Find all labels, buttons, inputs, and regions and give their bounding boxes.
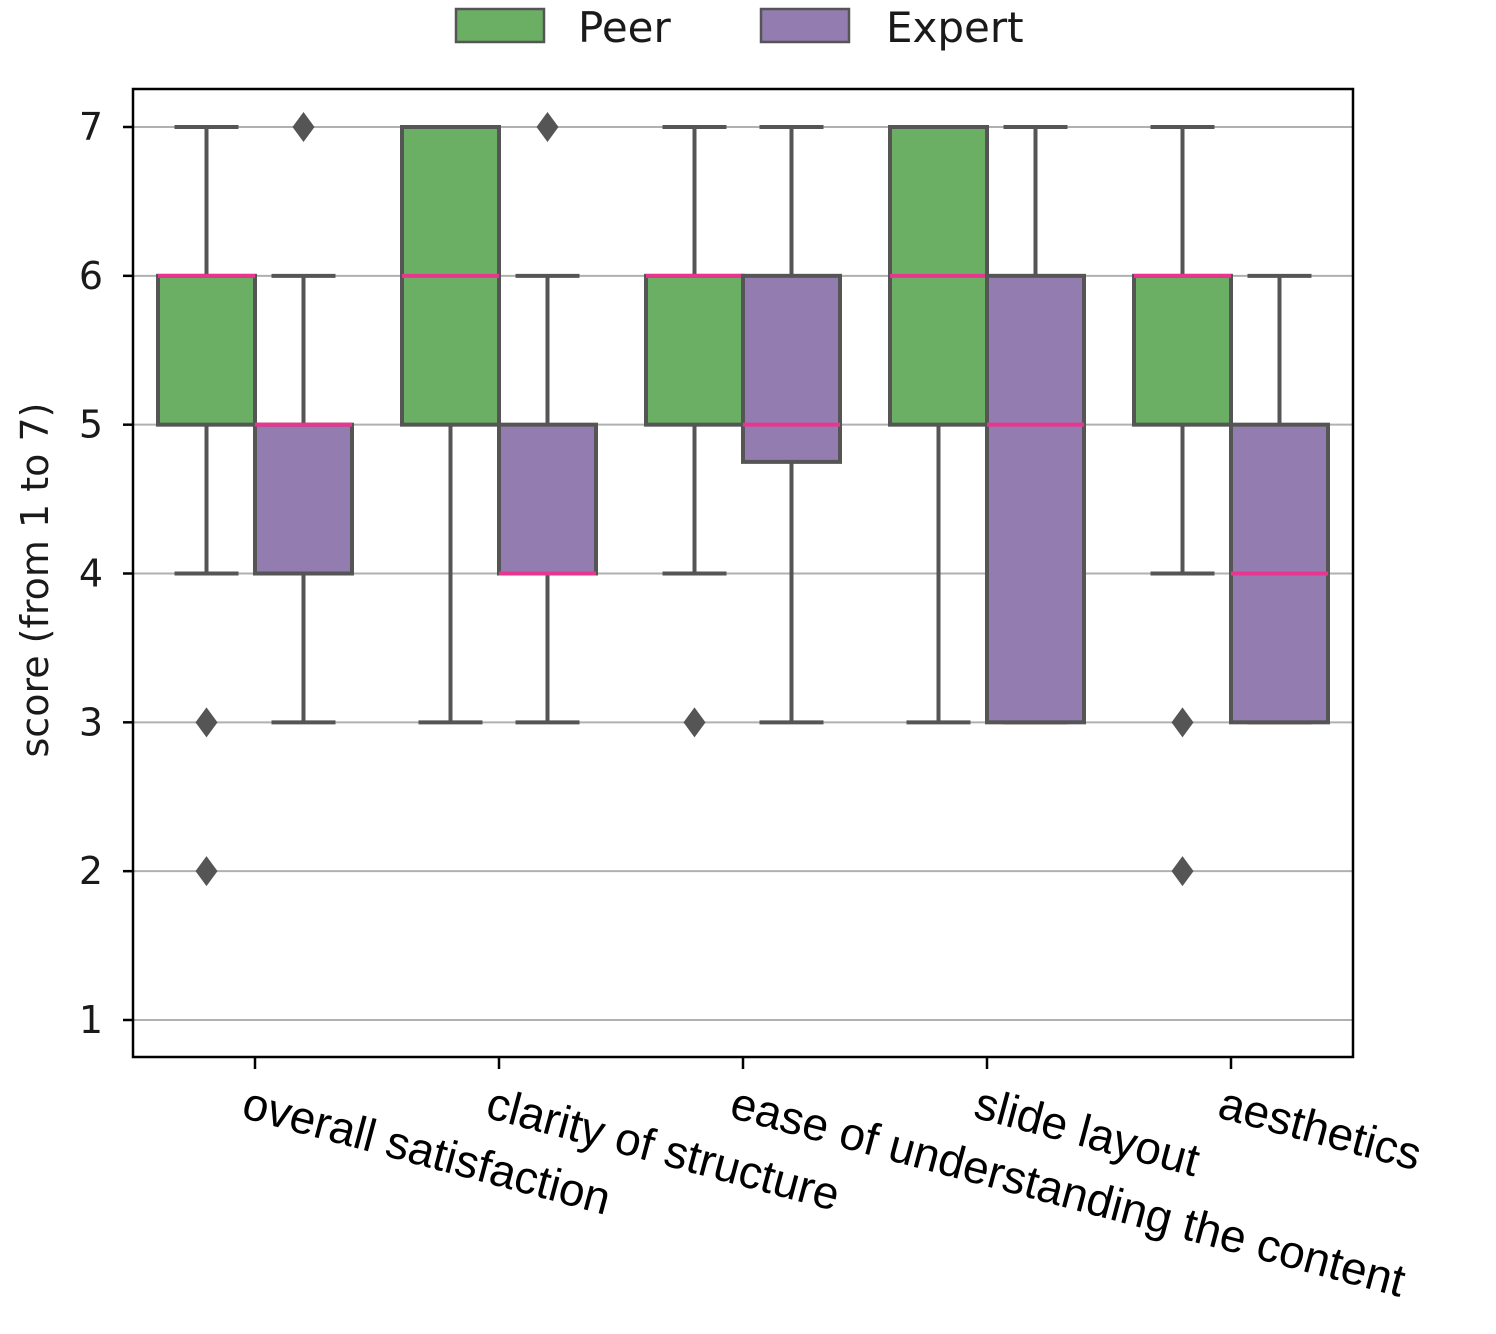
box-peer-1 (400, 125, 501, 725)
outlier-point (195, 856, 218, 887)
box-body (985, 273, 1086, 725)
box-body (644, 273, 745, 427)
legend-label-peer: Peer (578, 3, 672, 52)
y-tick-label: 1 (79, 998, 103, 1042)
y-tick-label: 6 (79, 254, 103, 298)
box-body (156, 273, 257, 427)
legend-label-expert: Expert (886, 3, 1024, 52)
y-tick-label: 4 (79, 552, 103, 596)
y-tick-label: 3 (79, 700, 103, 744)
box-expert-2 (741, 125, 842, 725)
outlier-point (1171, 856, 1194, 887)
box-peer-0 (156, 125, 257, 887)
box-expert-0 (253, 112, 354, 725)
box-expert-4 (1229, 273, 1330, 725)
box-body (741, 273, 842, 464)
box-expert-1 (497, 112, 598, 725)
outlier-point (292, 112, 315, 142)
box-peer-4 (1132, 125, 1233, 887)
outlier-point (683, 707, 706, 738)
box-body (253, 422, 354, 576)
y-tick-label: 2 (79, 849, 103, 893)
box-peer-3 (888, 125, 989, 725)
box-expert-3 (985, 125, 1086, 725)
legend-swatch-expert (759, 7, 851, 44)
box-peer-2 (644, 125, 745, 738)
legend: Peer Expert (454, 3, 1024, 52)
outlier-point (536, 112, 559, 142)
y-tick-label: 7 (79, 105, 103, 149)
box-series (156, 112, 1330, 887)
box-body (1132, 273, 1233, 427)
legend-swatch-peer (454, 7, 546, 44)
outlier-point (195, 707, 218, 738)
x-tick-label: aesthetics (1213, 1076, 1427, 1180)
y-axis-title: score (from 1 to 7) (13, 402, 57, 757)
y-tick-label: 5 (79, 403, 103, 447)
outlier-point (1171, 707, 1194, 738)
y-axis-ticks: 1 2 3 4 5 6 7 (79, 105, 133, 1042)
box-body (497, 422, 598, 576)
